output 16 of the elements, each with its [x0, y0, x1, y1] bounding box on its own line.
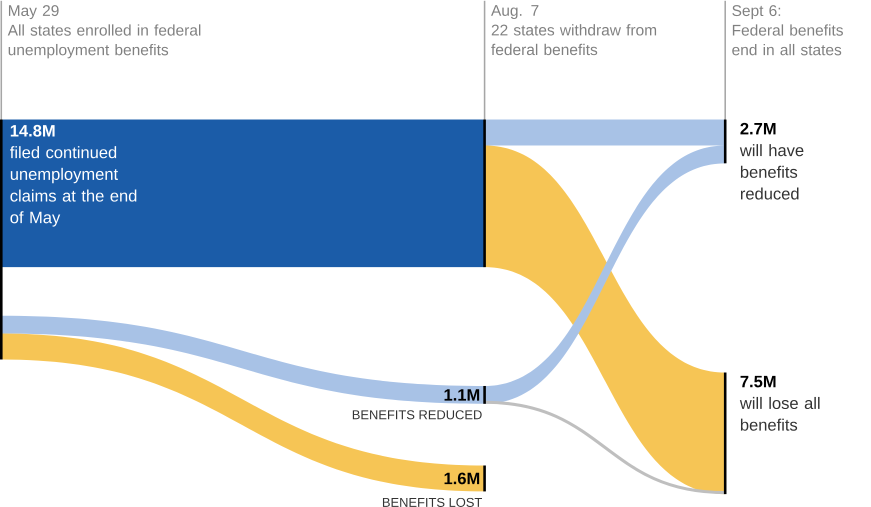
data-label: 14.8M: [10, 124, 55, 137]
text: Sept 6:: [732, 5, 780, 20]
data-label: 1.6M: [444, 472, 480, 484]
category-label: BENEFITS LOST: [382, 498, 482, 507]
text: Aug. 7: [491, 5, 538, 19]
text: May 29: [8, 5, 59, 20]
text: 22 states withdraw from federal benefits: [491, 24, 656, 56]
category-label: BENEFITS REDUCED: [352, 410, 482, 420]
category-label: will lose all benefits: [740, 396, 820, 431]
text: All states enrolled in federal unemployment benefits: [8, 24, 200, 58]
data-label: 2.7M: [740, 122, 776, 134]
category-label: filed continued unemployment claims at the end of May: [10, 146, 136, 227]
data-label: 1.1M: [444, 389, 480, 401]
data-label: 7.5M: [740, 376, 776, 388]
text: Federal benefits end in all states: [732, 24, 843, 56]
category-label: will have benefits reduced: [740, 144, 804, 200]
